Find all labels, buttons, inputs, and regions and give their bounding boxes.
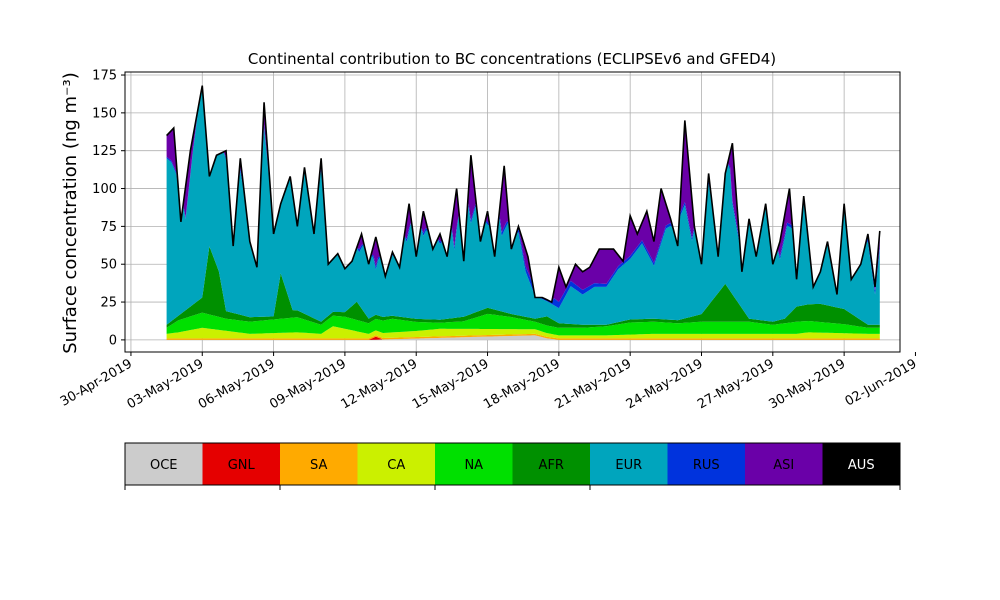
x-tick-label: 24-May-2019 xyxy=(624,356,706,412)
chart-title: Continental contribution to BC concentra… xyxy=(248,50,776,68)
x-tick-label: 30-May-2019 xyxy=(766,356,848,412)
legend-swatch-afr xyxy=(512,443,590,485)
legend-swatch-na xyxy=(435,443,513,485)
x-tick-label: 12-May-2019 xyxy=(339,356,421,412)
legend-swatch-oce xyxy=(125,443,203,485)
y-tick-label: 25 xyxy=(100,296,117,311)
series-area-sa xyxy=(166,333,880,340)
stacked-areas xyxy=(166,85,881,340)
y-tick-label: 175 xyxy=(92,69,117,84)
series-area-eur xyxy=(166,85,880,325)
legend-label: EUR xyxy=(615,458,642,473)
legend-label: RUS xyxy=(693,458,720,473)
legend-label: AUS xyxy=(848,458,875,473)
y-axis-label: Surface concentration (ng m⁻³) xyxy=(60,72,81,354)
y-tick-label: 100 xyxy=(92,182,117,197)
legend-label: CA xyxy=(387,458,405,473)
legend-swatch-sa xyxy=(280,443,358,485)
legend-label: NA xyxy=(464,458,483,473)
legend-swatch-asi xyxy=(745,443,823,485)
y-tick-label: 75 xyxy=(100,220,117,235)
x-tick-label: 30-Apr-2019 xyxy=(58,356,135,409)
series-area-ca xyxy=(166,326,880,339)
series-area-oce xyxy=(166,335,880,340)
plot-frame xyxy=(124,71,901,353)
legend-swatch-ca xyxy=(357,443,435,485)
x-tick-label: 02-Jun-2019 xyxy=(843,356,920,409)
legend-label: OCE xyxy=(150,458,178,473)
x-tick-label: 21-May-2019 xyxy=(552,356,634,412)
series-area-aus xyxy=(166,85,881,304)
x-tick-label: 03-May-2019 xyxy=(125,356,207,412)
x-tick-label: 18-May-2019 xyxy=(481,356,563,412)
y-tick-label: 150 xyxy=(92,106,117,121)
series-area-afr xyxy=(166,246,880,328)
x-tick-label: 15-May-2019 xyxy=(410,356,492,412)
legend-swatch-rus xyxy=(667,443,745,485)
legend-label: SA xyxy=(310,458,327,473)
legend-swatch-eur xyxy=(590,443,668,485)
x-tick-label: 09-May-2019 xyxy=(267,356,349,412)
legend-label: GNL xyxy=(228,458,256,473)
y-tick-label: 125 xyxy=(92,144,117,159)
y-tick-label: 50 xyxy=(100,258,117,273)
series-area-na xyxy=(166,312,880,336)
legend-label: ASI xyxy=(773,458,794,473)
y-tick-label: 0 xyxy=(109,333,117,348)
legend: OCE GNL SA CA NA AFR EUR RUS ASI AUS xyxy=(124,442,901,490)
x-tick-label: 06-May-2019 xyxy=(196,356,278,412)
legend-label: AFR xyxy=(539,458,564,473)
legend-swatch-aus xyxy=(822,443,900,485)
legend-frame xyxy=(124,442,901,486)
legend-swatch-gnl xyxy=(202,443,280,485)
x-tick-label: 27-May-2019 xyxy=(695,356,777,412)
